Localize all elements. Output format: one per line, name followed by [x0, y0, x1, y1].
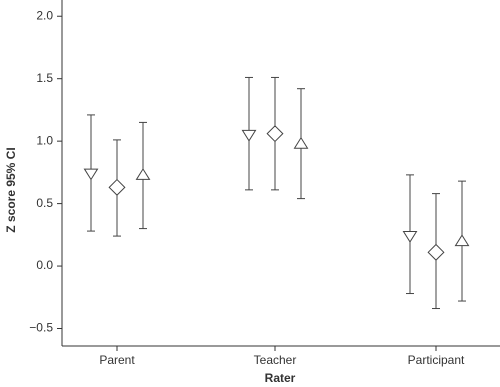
y-tick-label: −0.5	[29, 321, 53, 335]
marker	[108, 178, 126, 196]
marker	[241, 129, 257, 142]
marker	[266, 125, 284, 143]
x-axis-label: Rater	[265, 371, 296, 385]
y-tick-label: 0.5	[36, 196, 53, 210]
y-tick-label: 1.0	[36, 133, 53, 147]
y-tick-label: 2.0	[36, 8, 53, 22]
x-tick-label: Parent	[99, 353, 135, 367]
x-tick-label: Participant	[408, 353, 465, 367]
y-tick-label: 1.5	[36, 71, 53, 85]
marker	[427, 243, 445, 261]
marker	[135, 168, 151, 180]
y-axis-label: Z score 95% CI	[4, 147, 18, 232]
marker	[454, 234, 470, 247]
marker	[83, 168, 99, 181]
marker	[402, 231, 418, 243]
x-tick-label: Teacher	[254, 353, 297, 367]
y-tick-label: 0.0	[36, 258, 53, 272]
marker	[293, 136, 309, 149]
